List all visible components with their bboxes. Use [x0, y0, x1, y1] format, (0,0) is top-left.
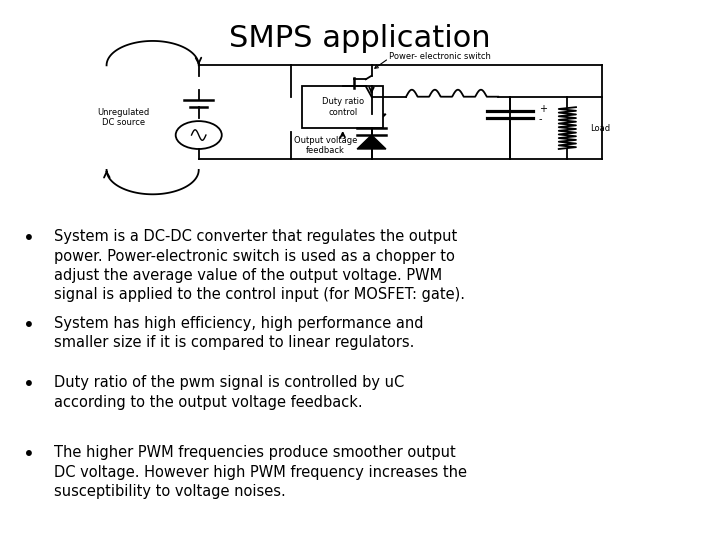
Text: Load: Load: [590, 124, 611, 133]
Text: Power- electronic switch: Power- electronic switch: [389, 52, 490, 61]
Text: Output voltage
feedback: Output voltage feedback: [294, 136, 357, 155]
Text: SMPS application: SMPS application: [229, 24, 491, 53]
Text: Duty ratio
control: Duty ratio control: [322, 97, 364, 117]
Text: •: •: [23, 230, 35, 248]
Text: •: •: [23, 446, 35, 464]
Polygon shape: [357, 114, 386, 128]
Text: The higher PWM frequencies produce smoother output
DC voltage. However high PWM : The higher PWM frequencies produce smoot…: [54, 446, 467, 499]
Text: -: -: [539, 114, 542, 124]
Text: •: •: [23, 375, 35, 394]
Text: +: +: [539, 104, 546, 114]
Text: Unregulated
DC source: Unregulated DC source: [98, 108, 150, 127]
Text: System has high efficiency, high performance and
smaller size if it is compared : System has high efficiency, high perform…: [54, 316, 423, 350]
Polygon shape: [357, 135, 386, 149]
Text: Duty ratio of the pwm signal is controlled by uC
according to the output voltage: Duty ratio of the pwm signal is controll…: [54, 375, 404, 409]
FancyBboxPatch shape: [302, 86, 383, 128]
Text: System is a DC-DC converter that regulates the output
power. Power-electronic sw: System is a DC-DC converter that regulat…: [54, 230, 465, 302]
Text: •: •: [23, 316, 35, 335]
